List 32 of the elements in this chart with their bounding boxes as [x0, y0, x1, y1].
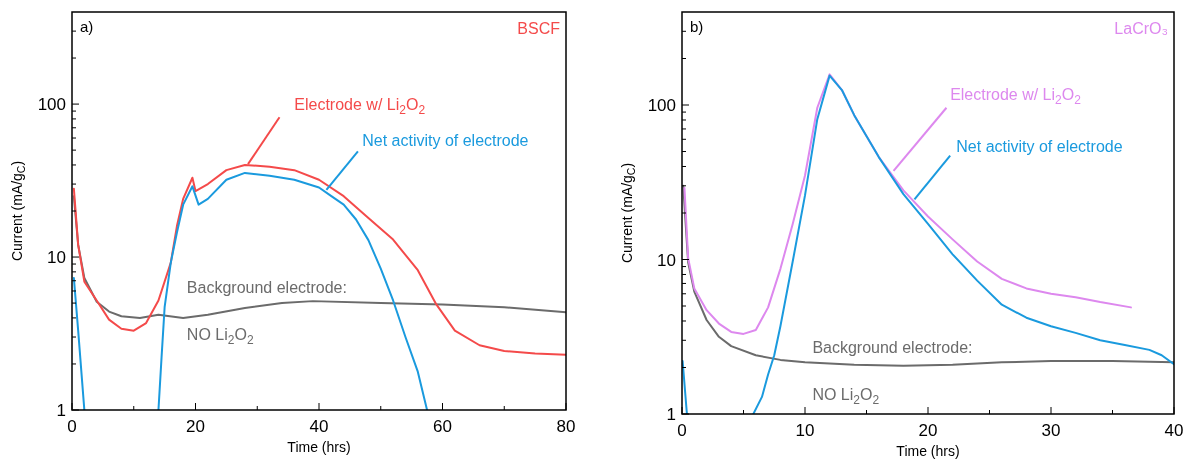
- text: Net activity of electrode: [362, 132, 529, 150]
- chart-title: a): [80, 18, 94, 35]
- x-tick-label: 10: [795, 421, 815, 440]
- x-tick-label: 0: [67, 417, 77, 436]
- annotation: LaCrO₃: [1114, 20, 1168, 37]
- x-tick-label: 20: [186, 417, 205, 436]
- x-tick-label: 20: [918, 421, 938, 440]
- text: Background electrode: NO Li$_{2}$O$_{2}$: [812, 338, 973, 407]
- text: Background electrode: NO Li$_{2}$O$_{2}$: [186, 279, 347, 347]
- x-tick-label: 60: [433, 417, 452, 436]
- x-tick-label: 40: [309, 417, 329, 436]
- text: Electrode w/ Li$_{2}$O$_{2}$: [950, 86, 1082, 108]
- x-axis-title: Time (hrs): [896, 443, 960, 459]
- y-tick-label: 100: [37, 95, 66, 115]
- annotation: BSCF: [517, 20, 561, 37]
- line-series: [683, 73, 1132, 335]
- x-axis-title: Time (hrs): [287, 439, 351, 455]
- y-tick-label: 100: [647, 96, 676, 116]
- line-series: [72, 163, 566, 356]
- y-tick-label: 1: [666, 405, 676, 424]
- text: Electrode w/ Li$_{2}$O$_{2}$: [294, 96, 426, 117]
- x-tick-label: 0: [677, 421, 687, 440]
- chart-title: b): [690, 18, 704, 35]
- text: Net activity of electrode: [956, 137, 1123, 155]
- x-tick-label: 80: [556, 417, 576, 436]
- y-tick-label: 10: [47, 248, 66, 268]
- y-tick-label: 10: [657, 250, 676, 270]
- x-tick-label: 40: [1164, 421, 1184, 440]
- x-tick-label: 30: [1041, 421, 1061, 440]
- line-series: [72, 195, 566, 319]
- y-tick-label: 1: [56, 401, 66, 420]
- line-series: [682, 184, 1174, 367]
